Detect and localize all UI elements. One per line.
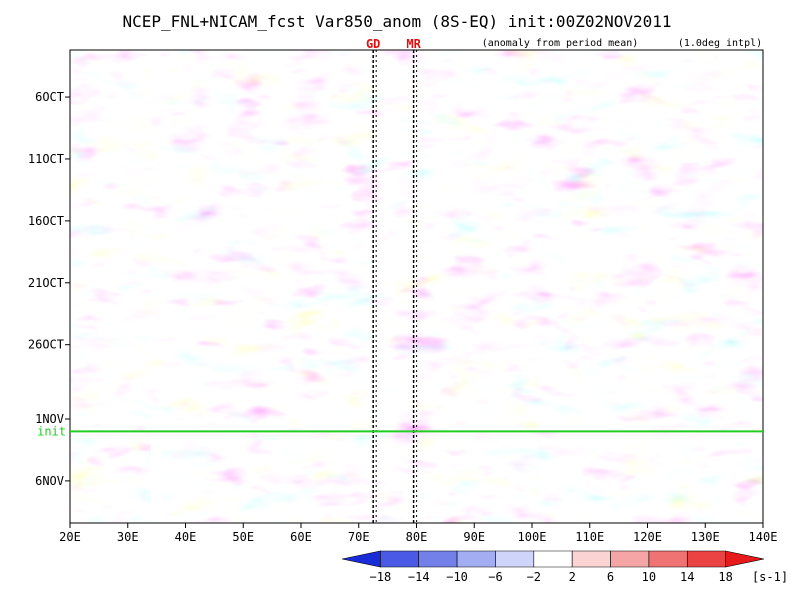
colorbar-label: 6 <box>607 570 614 584</box>
x-tick-label: 110E <box>575 530 604 544</box>
colorbar-label: −18 <box>370 570 392 584</box>
colorbar-swatch <box>610 550 650 568</box>
colorbar-swatch <box>456 550 496 568</box>
marker-label: MR <box>406 37 421 51</box>
y-tick-label: 11OCT <box>28 152 64 166</box>
colorbar-swatch <box>418 550 458 568</box>
x-tick-label: 130E <box>691 530 720 544</box>
x-tick-label: 40E <box>175 530 197 544</box>
colorbar-swatch <box>533 550 573 568</box>
x-tick-label: 90E <box>463 530 485 544</box>
x-tick-label: 80E <box>406 530 428 544</box>
y-tick-label: 6NOV <box>35 474 64 488</box>
y-tick-label: 1NOV <box>35 412 64 426</box>
y-tick-label: 16OCT <box>28 214 64 228</box>
colorbar-swatch <box>571 550 611 568</box>
marker-label: GD <box>366 37 380 51</box>
y-tick-label: 21OCT <box>28 276 64 290</box>
colorbar-swatch <box>495 550 535 568</box>
x-tick-label: 20E <box>59 530 81 544</box>
colorbar-label: 10 <box>642 570 656 584</box>
colorbar-swatch <box>686 550 726 568</box>
chart-subtitle-left: (anomaly from period mean) <box>482 38 639 49</box>
missing-data-band <box>150 431 163 523</box>
x-tick-label: 50E <box>232 530 254 544</box>
x-tick-label: 120E <box>633 530 662 544</box>
colorbar-swatch <box>380 550 420 568</box>
colorbar-label: 14 <box>680 570 694 584</box>
colorbar-label: −6 <box>488 570 502 584</box>
colorbar-label: 18 <box>718 570 732 584</box>
y-tick-label: 6OCT <box>35 90 64 104</box>
colorbar-swatch <box>648 550 688 568</box>
colorbar-unit: [s-1] <box>752 570 788 584</box>
y-tick-label: 26OCT <box>28 338 64 352</box>
x-tick-label: 60E <box>290 530 312 544</box>
colorbar-label: −14 <box>408 570 430 584</box>
x-tick-label: 100E <box>518 530 547 544</box>
chart-title: NCEP_FNL+NICAM_fcst Var850_anom (8S-EQ) … <box>122 12 671 31</box>
x-tick-label: 70E <box>348 530 370 544</box>
x-tick-label: 140E <box>749 530 778 544</box>
colorbar-swatch <box>341 550 381 568</box>
colorbar-label: −2 <box>527 570 541 584</box>
colorbar-label: −10 <box>446 570 468 584</box>
colorbar-swatch <box>725 550 765 568</box>
colorbar-label: 2 <box>569 570 576 584</box>
x-tick-label: 30E <box>117 530 139 544</box>
init-label: init <box>37 424 66 438</box>
chart-subtitle-right: (1.0deg intpl) <box>678 38 762 49</box>
